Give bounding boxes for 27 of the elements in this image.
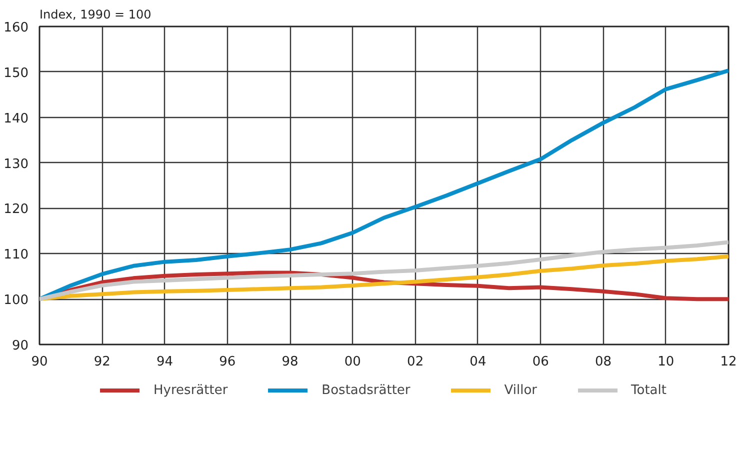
x-tick-label: 06 bbox=[532, 354, 549, 370]
chart-subtitle: Index, 1990 = 100 bbox=[40, 8, 152, 22]
legend-label: Totalt bbox=[631, 382, 666, 398]
y-tick-label: 110 bbox=[4, 248, 29, 263]
y-tick-label: 120 bbox=[4, 202, 29, 218]
line-series bbox=[40, 254, 728, 302]
y-tick-label: 100 bbox=[4, 293, 29, 308]
x-tick-label: 08 bbox=[594, 354, 612, 370]
y-tick-label: 140 bbox=[4, 111, 29, 126]
y-tick-label: 90 bbox=[12, 338, 29, 354]
legend-label: Hyresrätter bbox=[154, 382, 228, 398]
y-tick-label: 150 bbox=[4, 66, 29, 81]
x-tick-label: 96 bbox=[219, 354, 236, 370]
legend-label: Bostadsrätter bbox=[322, 382, 410, 398]
x-tick-label: 00 bbox=[344, 354, 361, 370]
x-tick-label: 12 bbox=[720, 354, 737, 370]
legend-label: Villor bbox=[504, 382, 538, 398]
x-tick-label: 10 bbox=[658, 354, 674, 370]
x-tick-label: 98 bbox=[282, 354, 298, 370]
y-tick-label: 130 bbox=[4, 156, 29, 172]
line-series bbox=[40, 240, 728, 302]
x-tick-label: 92 bbox=[94, 354, 110, 370]
x-tick-label: 02 bbox=[407, 354, 424, 370]
x-tick-label: 04 bbox=[470, 354, 486, 370]
x-tick-label: 94 bbox=[156, 354, 174, 370]
x-tick-label: 90 bbox=[31, 354, 48, 370]
y-tick-label: 160 bbox=[4, 20, 29, 36]
